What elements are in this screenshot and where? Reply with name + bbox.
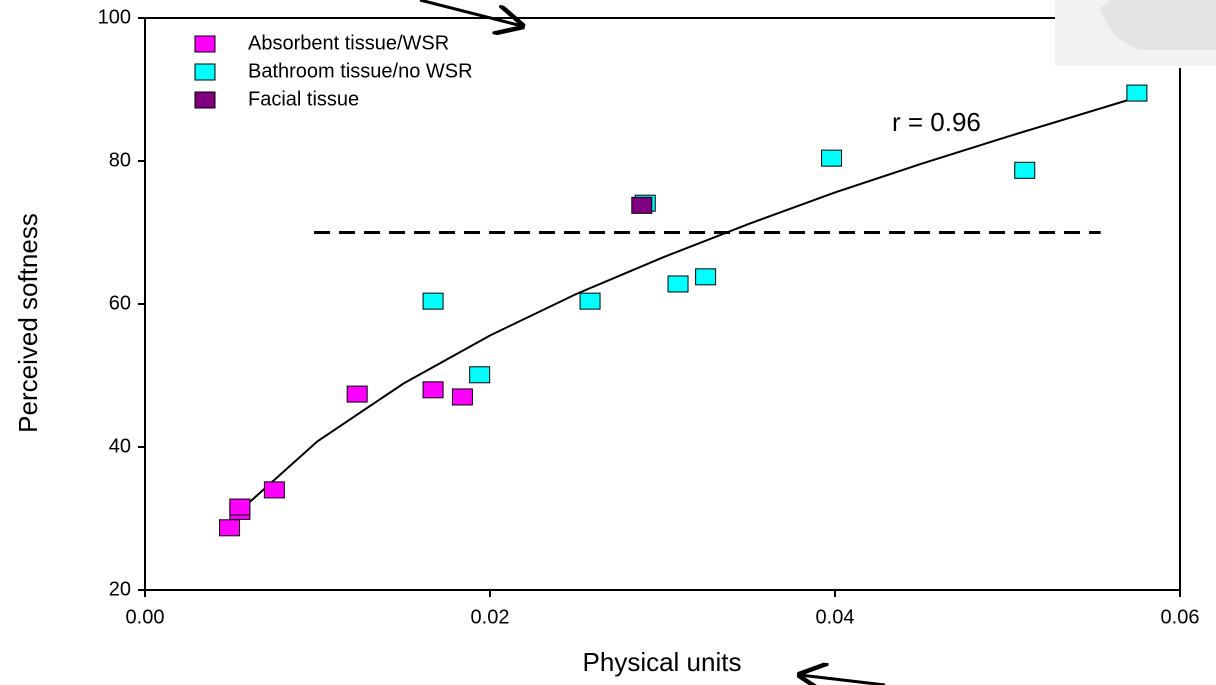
point xyxy=(422,292,444,310)
y-axis-label: Perceived softness xyxy=(13,213,43,433)
arrow xyxy=(419,0,522,26)
point xyxy=(1126,84,1148,102)
point xyxy=(263,481,285,499)
point xyxy=(1014,161,1036,179)
y-tick-label: 100 xyxy=(98,6,131,28)
point xyxy=(346,385,368,403)
point xyxy=(422,381,444,399)
point xyxy=(579,292,601,310)
point xyxy=(229,498,251,516)
x-tick-label: 0.06 xyxy=(1161,606,1200,628)
point xyxy=(667,275,689,293)
legend-label: Facial tissue xyxy=(248,88,359,110)
y-tick-label: 40 xyxy=(109,435,131,457)
point xyxy=(631,196,653,214)
legend-marker xyxy=(194,91,216,109)
legend-marker xyxy=(194,63,216,81)
x-tick-label: 0.04 xyxy=(816,606,855,628)
point xyxy=(219,519,241,537)
photo-roll xyxy=(1100,0,1216,50)
point xyxy=(469,366,491,384)
legend-label: Bathroom tissue/no WSR xyxy=(248,60,473,82)
fit-line xyxy=(230,96,1138,520)
point xyxy=(451,388,473,406)
y-tick-label: 80 xyxy=(109,149,131,171)
legend-marker xyxy=(194,35,216,53)
legend-label: Absorbent tissue/WSR xyxy=(248,32,449,54)
x-tick-label: 0.02 xyxy=(471,606,510,628)
y-tick-label: 60 xyxy=(109,292,131,314)
point xyxy=(821,149,843,167)
annotation: r = 0.96 xyxy=(892,107,981,137)
point xyxy=(695,268,717,286)
x-tick-label: 0.00 xyxy=(126,606,165,628)
arrow xyxy=(800,675,886,685)
x-axis-label: Physical units xyxy=(583,647,742,677)
y-tick-label: 20 xyxy=(109,578,131,600)
